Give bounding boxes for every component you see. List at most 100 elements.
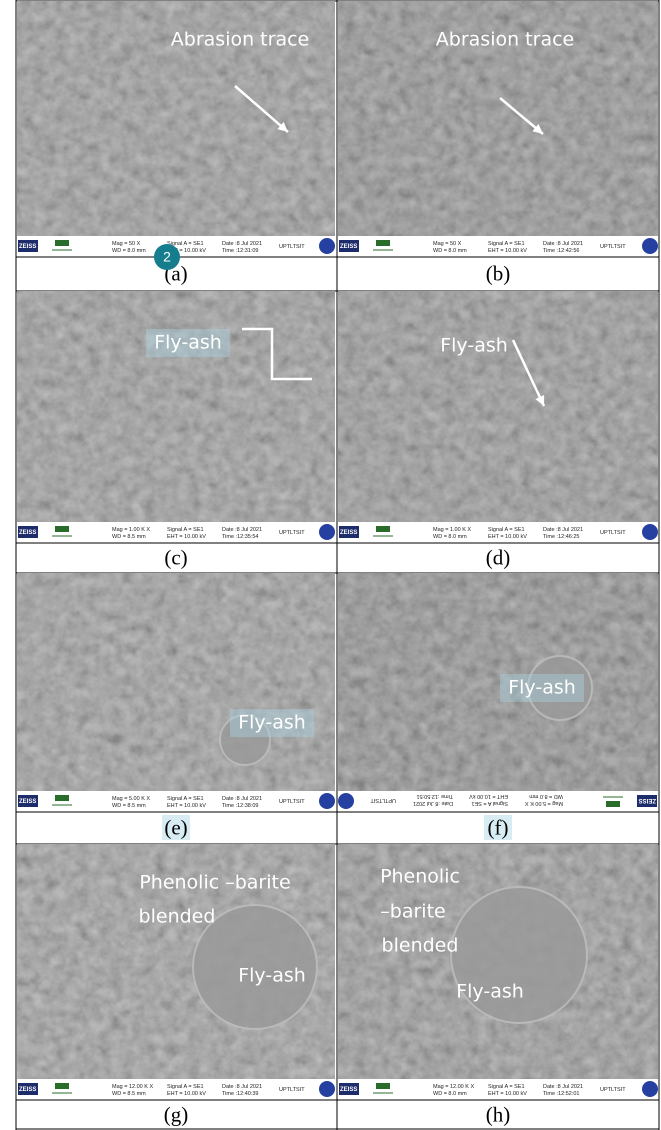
scale-bar: [55, 240, 69, 246]
info-text: Date :8 Jul 2021: [222, 527, 262, 533]
caption: (g): [164, 1102, 189, 1126]
logo: [642, 238, 658, 254]
info-text: UPTLTSIT: [600, 530, 626, 536]
logo: [319, 524, 335, 540]
info-text: Mag = 50 X: [112, 241, 141, 247]
info-text: Time :12:42:56: [543, 248, 579, 254]
figure: ZEISSMag = 50 XWD = 8.0 mmSignal A = SE1…: [0, 0, 661, 1130]
info-text: WD = 8.5 mm: [112, 534, 146, 540]
annotation: Fly-ash: [238, 965, 306, 987]
sem-texture: [17, 573, 335, 791]
info-bar: ZEISSMag = 1.00 K XWD = 8.0 mmSignal A =…: [338, 522, 658, 542]
annotation: Fly-ash: [238, 712, 306, 734]
info-bar: ZEISS Mag = 12.00 K XWD = 8.5 mm Signal A …: [17, 1079, 335, 1099]
info-text: Signal A = SE1: [488, 241, 525, 247]
info-bar: ZEISS Mag = 5.00 K XWD = 8.5 mm Signal A =…: [17, 791, 335, 811]
info-text: Time :12:38:09: [222, 803, 258, 809]
caption: (b): [486, 261, 511, 285]
annotation: blended: [382, 935, 459, 957]
info-text: WD = 8.0 mm: [433, 534, 467, 540]
annotation: Fly-ash: [508, 677, 576, 699]
brand-label: ZEISS: [19, 799, 36, 805]
info-text: Signal A = SE1: [167, 1084, 204, 1090]
info-text: UPTLTSIT: [370, 797, 396, 803]
info-text: WD = 8.0 mm: [433, 248, 467, 254]
badge-label: 2: [163, 249, 171, 265]
info-text: Mag = 12.00 K X: [112, 1084, 153, 1090]
sem-panel: ZEISSMag = 1.00 K XWD = 8.0 mmSignal A =…: [338, 291, 658, 569]
info-text: Date :8 Jul 2021: [543, 1084, 583, 1090]
info-text: UPTLTSIT: [279, 244, 305, 250]
info-text: Date :8 Jul 2021: [543, 527, 583, 533]
fly-ash-particle: [451, 887, 587, 1023]
brand-label: ZEISS: [340, 244, 357, 250]
info-text: Date :8 Jul 2021: [222, 796, 262, 802]
annotation: Fly-ash: [456, 981, 524, 1003]
info-text: Signal A = SE1: [167, 796, 204, 802]
scale-bar: [606, 801, 620, 807]
caption: (f): [488, 815, 509, 839]
logo: [642, 1081, 658, 1097]
sem-texture: [338, 291, 658, 522]
info-text: Time :12:31:09: [222, 248, 258, 254]
annotation: blended: [139, 906, 216, 928]
annotation: Fly-ash: [440, 335, 508, 357]
info-text: EHT = 10.00 kV: [488, 534, 527, 540]
info-text: Time :12:50:51: [417, 793, 453, 799]
sem-panel: ZEISSMag = 50 XWD = 8.0 mmSignal A = SE1…: [17, 1, 335, 285]
annotation: Fly-ash: [154, 332, 222, 354]
brand-label: ZEISS: [639, 797, 656, 803]
caption: (c): [164, 545, 187, 569]
info-text: WD = 8.5 mm: [112, 1091, 146, 1097]
annotation: –barite: [380, 901, 445, 923]
brand-label: ZEISS: [19, 244, 36, 250]
info-text: Time :12:46:25: [543, 534, 579, 540]
info-text: Date :8 Jul 2021: [222, 241, 262, 247]
info-text: UPTLTSIT: [600, 244, 626, 250]
sem-panel: ZEISSMag = 12.00 K XWD = 8.0 mmSignal A …: [338, 844, 658, 1126]
logo: [338, 793, 354, 809]
info-text: WD = 8.0 mm: [112, 248, 146, 254]
info-text: Mag = 5.00 K X: [525, 800, 563, 806]
info-text: Mag = 12.00 K X: [433, 1084, 474, 1090]
brand-label: ZEISS: [19, 1087, 36, 1093]
info-text: WD = 8.5 mm: [112, 803, 146, 809]
sem-texture: [17, 291, 335, 522]
info-text: Signal A = SE1: [167, 527, 204, 533]
info-text: Date :8 Jul 2021: [222, 1084, 262, 1090]
info-bar: ZEISSMag = 12.00 K XWD = 8.0 mmSignal A …: [338, 1079, 658, 1099]
scale-bar: [55, 1083, 69, 1089]
brand-label: ZEISS: [340, 1087, 357, 1093]
info-text: Time :12:52:01: [543, 1091, 579, 1097]
info-text: EHT = 10.00 kV: [167, 803, 206, 809]
scale-bar: [376, 526, 390, 532]
scale-bar: [55, 795, 69, 801]
annotation: Phenolic –barite: [139, 872, 290, 894]
info-text: Signal A = SE1: [488, 1084, 525, 1090]
info-text: UPTLTSIT: [279, 1087, 305, 1093]
info-text: Mag = 5.00 K X: [112, 796, 150, 802]
caption: (h): [486, 1102, 511, 1126]
scale-bar: [376, 240, 390, 246]
info-text: Mag = 1.00 K X: [112, 527, 150, 533]
annotation: Abrasion trace: [436, 29, 574, 51]
info-text: Signal A = SE1: [488, 527, 525, 533]
info-text: Time :12:35:54: [222, 534, 258, 540]
caption: (d): [486, 545, 511, 569]
info-text: EHT = 10.00 kV: [167, 534, 206, 540]
scale-bar: [376, 1083, 390, 1089]
info-text: EHT = 10.00 kV: [488, 1091, 527, 1097]
brand-label: ZEISS: [340, 530, 357, 536]
logo: [642, 524, 658, 540]
info-text: Date :8 Jul 2021: [543, 241, 583, 247]
sem-panel: ZEISS Mag = 1.00 K XWD = 8.5 mm Signal A =…: [17, 291, 379, 569]
caption: (e): [164, 815, 187, 839]
info-text: EHT = 10.00 kV: [167, 1091, 206, 1097]
sem-texture: [338, 573, 658, 791]
info-text: UPTLTSIT: [279, 799, 305, 805]
info-text: Signal A = SE1: [471, 800, 508, 806]
